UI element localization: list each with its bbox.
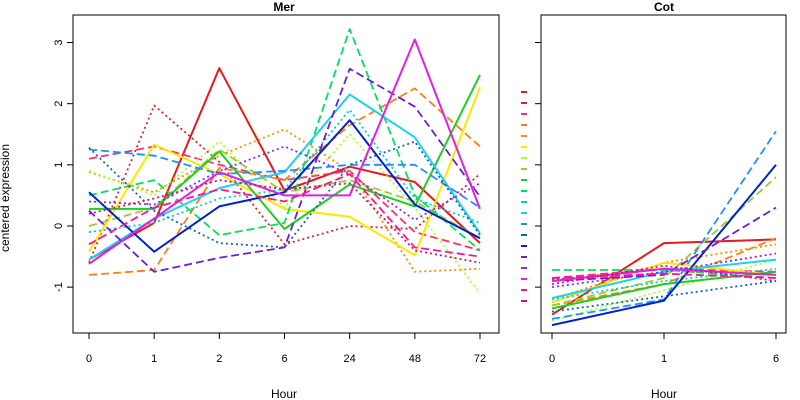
mer-series-line (89, 74, 481, 230)
mer-x-tick-label: 1 (151, 353, 157, 365)
mer-x-tick-label: 24 (344, 353, 356, 365)
mer-x-tick-label: 72 (474, 353, 486, 365)
cot-series-line (551, 206, 777, 282)
mer-y-tick-label: 3 (53, 39, 65, 45)
cot-x-tick-label: 6 (773, 353, 779, 365)
cot-series-line (551, 258, 777, 322)
y-axis-label: centered expression (0, 144, 12, 252)
cot-series-line (551, 272, 777, 279)
cot-series-line (552, 269, 777, 279)
mer-series-group (88, 28, 481, 294)
cot-x-tick-label: 0 (549, 353, 555, 365)
mer-series-line (88, 104, 481, 264)
mer-x-tick-label: 2 (216, 353, 222, 365)
mer-x-axis-label: Hour (271, 387, 297, 400)
mer-series-line (88, 119, 481, 253)
mer-series-line (88, 145, 481, 221)
mer-x-tick-label: 6 (281, 353, 287, 365)
mer-y-tick-label: 1 (53, 162, 65, 168)
mer-y-tick-label: 2 (53, 101, 65, 107)
cot-panel: Cot 0 1 6 Hour (521, 0, 787, 400)
cot-series-group (551, 130, 777, 327)
mer-series-line (88, 148, 481, 209)
cot-series-line (551, 176, 777, 307)
cot-series-line (551, 238, 777, 316)
mer-series-line (88, 38, 481, 265)
mer-x-tick-label: 48 (409, 353, 421, 365)
mer-y-tick-label: -1 (53, 282, 65, 292)
cot-color-key (521, 91, 527, 302)
mer-title: Mer (273, 0, 295, 14)
cot-x-axis: 0 1 6 (549, 333, 779, 365)
cot-series-line (551, 258, 777, 300)
cot-x-tick-label: 1 (661, 353, 667, 365)
mer-series-line (88, 28, 481, 252)
mer-series-line (88, 179, 481, 264)
cot-series-line (551, 164, 777, 327)
mer-y-axis: -1 0 1 2 3 (53, 39, 73, 292)
cot-title: Cot (654, 0, 674, 14)
mer-series-line (88, 140, 481, 249)
mer-y-tick-label: 0 (53, 223, 65, 229)
cot-x-axis-label: Hour (651, 387, 677, 400)
mer-x-tick-label: 0 (86, 353, 92, 365)
mer-series-line (88, 87, 481, 276)
mer-x-axis: 0 1 2 6 24 48 72 (86, 333, 486, 365)
mer-plot-frame (72, 14, 500, 334)
mer-series-line (88, 86, 481, 257)
mer-series-line (88, 67, 481, 273)
mer-series-line (88, 128, 481, 273)
cot-y-axis (535, 42, 541, 288)
mer-series-line (88, 173, 481, 258)
mer-panel: Mer 0 1 2 6 24 48 72 -1 0 1 2 3 Hour centered expr… (0, 0, 500, 400)
mer-series-line (88, 133, 481, 294)
